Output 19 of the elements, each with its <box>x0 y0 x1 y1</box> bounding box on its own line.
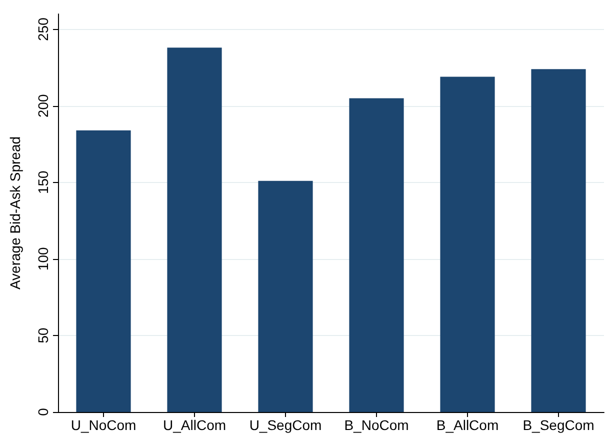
x-tick-label: U_AllCom <box>162 417 226 433</box>
x-tick-label: B_SegCom <box>522 417 594 433</box>
x-tick-label: B_AllCom <box>436 417 499 433</box>
bar <box>167 48 222 412</box>
x-tick-label: U_SegCom <box>249 417 322 433</box>
y-tick-label: 150 <box>35 170 51 194</box>
bar <box>76 130 131 412</box>
bar <box>440 76 495 412</box>
y-axis-title: Average Bid-Ask Spread <box>7 136 23 290</box>
bar <box>349 98 404 412</box>
y-tick-label: 100 <box>35 247 51 271</box>
bar <box>531 69 586 412</box>
bar <box>258 180 313 412</box>
x-tick-label: B_NoCom <box>344 417 409 433</box>
y-tick-label: 200 <box>35 94 51 118</box>
y-tick-label: 50 <box>35 327 51 344</box>
y-tick-label: 0 <box>35 408 51 416</box>
x-tick-label: U_NoCom <box>70 417 136 433</box>
y-tick-label: 250 <box>35 17 51 41</box>
